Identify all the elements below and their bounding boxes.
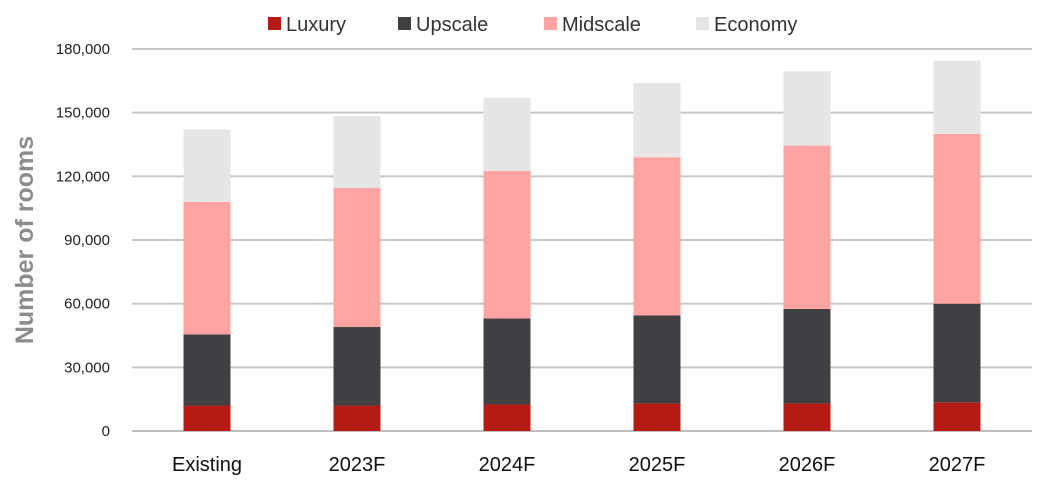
legend-item-luxury: Luxury bbox=[268, 14, 346, 36]
y-axis-ticks: 0 30,000 60,000 90,000 120,000 150,000 180,000 bbox=[56, 41, 110, 440]
x-tick-label: 2025F bbox=[629, 454, 686, 476]
bar-luxury-existing bbox=[183, 405, 231, 431]
y-axis-title: Number of rooms bbox=[11, 136, 39, 344]
bar-upscale-2025f bbox=[633, 315, 681, 404]
bar-midscale-2023f bbox=[333, 188, 381, 328]
bar-midscale-2025f bbox=[633, 157, 681, 316]
y-tick-label: 30,000 bbox=[64, 359, 110, 376]
bar-midscale-2026f bbox=[783, 145, 831, 309]
legend-item-midscale: Midscale bbox=[544, 14, 641, 36]
bar-midscale-existing bbox=[183, 201, 231, 335]
legend-swatch bbox=[268, 17, 281, 30]
legend-label: Midscale bbox=[562, 14, 641, 36]
legend-swatch bbox=[696, 17, 709, 30]
bar-upscale-2023f bbox=[333, 327, 381, 406]
bar-economy-2025f bbox=[633, 82, 681, 158]
bar-economy-2027f bbox=[933, 60, 981, 134]
bar-upscale-2026f bbox=[783, 308, 831, 404]
bar-midscale-2024f bbox=[483, 171, 531, 319]
y-tick-label: 180,000 bbox=[56, 41, 110, 58]
bar-economy-2023f bbox=[333, 115, 381, 189]
bar-luxury-2025f bbox=[633, 403, 681, 431]
legend-label: Economy bbox=[714, 14, 797, 36]
bar-luxury-2023f bbox=[333, 405, 381, 431]
legend-item-upscale: Upscale bbox=[398, 14, 488, 36]
bar-economy-2024f bbox=[483, 97, 531, 172]
bar-upscale-2027f bbox=[933, 303, 981, 403]
y-tick-label: 60,000 bbox=[64, 296, 110, 313]
bar-economy-2026f bbox=[783, 71, 831, 146]
bar-upscale-existing bbox=[183, 334, 231, 406]
legend-swatch bbox=[544, 17, 557, 30]
bars bbox=[183, 60, 981, 431]
bar-midscale-2027f bbox=[933, 133, 981, 304]
legend-label: Luxury bbox=[286, 14, 346, 36]
legend: Luxury Upscale Midscale Economy bbox=[268, 14, 797, 36]
x-tick-label: 2027F bbox=[929, 454, 986, 476]
x-tick-label: 2026F bbox=[779, 454, 836, 476]
bar-luxury-2024f bbox=[483, 404, 531, 431]
y-tick-label: 0 bbox=[102, 423, 110, 440]
y-tick-label: 90,000 bbox=[64, 232, 110, 249]
bar-luxury-2027f bbox=[933, 402, 981, 431]
bar-upscale-2024f bbox=[483, 318, 531, 405]
gridlines bbox=[132, 48, 1032, 432]
x-tick-label: 2023F bbox=[329, 454, 386, 476]
bar-luxury-2026f bbox=[783, 403, 831, 431]
bar-economy-existing bbox=[183, 129, 231, 202]
x-axis-ticks: Existing 2023F 2024F 2025F 2026F 2027F bbox=[172, 454, 985, 476]
legend-label: Upscale bbox=[416, 14, 488, 36]
legend-swatch bbox=[398, 17, 411, 30]
x-tick-label: 2024F bbox=[479, 454, 536, 476]
legend-item-economy: Economy bbox=[696, 14, 797, 36]
y-tick-label: 150,000 bbox=[56, 105, 110, 122]
y-tick-label: 120,000 bbox=[56, 168, 110, 185]
x-tick-label: Existing bbox=[172, 454, 242, 476]
